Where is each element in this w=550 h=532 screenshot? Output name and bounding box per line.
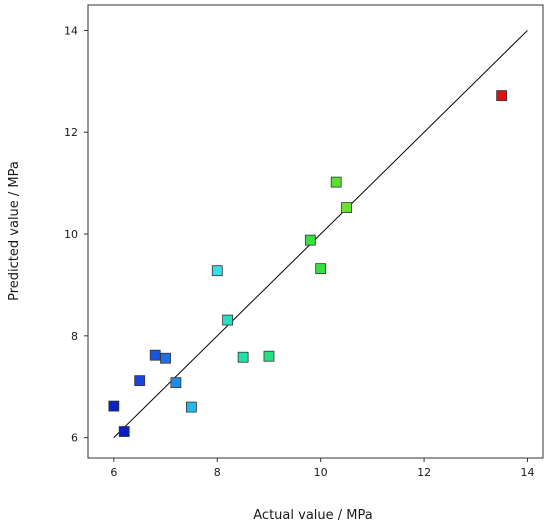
x-tick-label: 10 [314,466,328,479]
y-axis-title: Predicted value / MPa [7,161,22,301]
data-point [186,401,197,413]
data-point [341,202,352,213]
x-tick-label: 8 [214,466,221,479]
data-point [237,351,249,363]
y-tick-label: 8 [71,330,78,343]
data-point [496,90,508,101]
data-point [222,314,234,326]
data-point [170,377,182,389]
data-point [134,375,146,387]
x-axis-title: Actual value / MPa [253,508,372,523]
x-tick-label: 14 [520,466,534,479]
data-point [118,426,130,437]
plot-frame [87,4,544,459]
y-tick-label: 10 [64,228,78,241]
data-point [330,176,342,188]
y-tick-label: 6 [71,432,78,445]
x-tick-label: 12 [417,466,431,479]
y-tick-label: 14 [64,24,78,37]
x-tick-label: 6 [110,466,117,479]
data-point [315,263,327,275]
data-point [304,234,316,246]
data-point [160,352,171,364]
reference-line [113,30,528,438]
data-point [263,350,275,362]
y-tick-label: 12 [64,126,78,139]
data-point [211,265,223,277]
data-point [149,349,161,361]
data-point [108,400,120,412]
data-points [108,90,508,437]
y-axis-ticks: 6 8 10 12 14 [64,24,88,445]
x-axis-ticks: 6 8 10 12 14 [110,458,534,479]
